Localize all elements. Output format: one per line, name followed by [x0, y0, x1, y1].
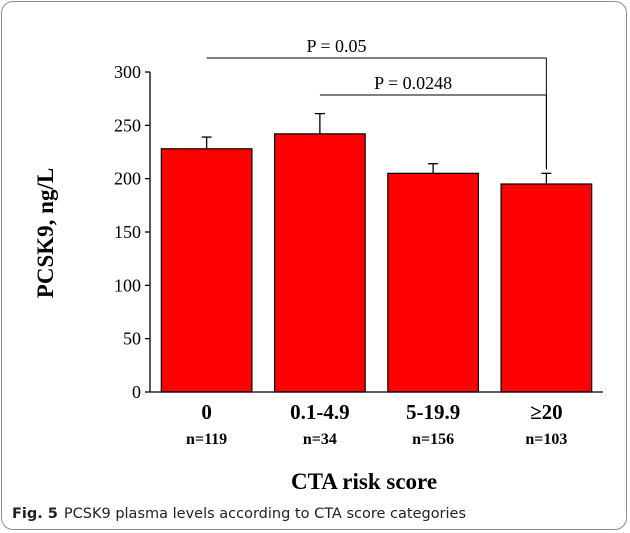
significance-label: P = 0.05 [307, 36, 367, 56]
bar [273, 133, 366, 393]
x-axis-label: CTA risk score [291, 469, 437, 494]
y-axis: 0 50 100 150 200 250 300 [114, 62, 151, 402]
y-axis-label: PCSK9, ng/L [33, 168, 58, 298]
sample-size-label: n=119 [186, 431, 227, 448]
y-tick-label: 100 [114, 275, 141, 295]
bar [387, 172, 480, 393]
y-tick-label: 150 [114, 222, 141, 242]
x-tick-label: 0.1-4.9 [290, 400, 350, 424]
y-tick-label: 50 [123, 329, 141, 349]
figure-caption: Fig. 5 PCSK9 plasma levels according to C… [12, 506, 612, 528]
x-tick-label: 5-19.9 [406, 400, 460, 424]
sample-size-label: n=34 [303, 431, 337, 448]
bar [160, 148, 253, 393]
sample-size-label: n=103 [525, 431, 567, 448]
y-tick-label: 200 [114, 169, 141, 189]
y-tick-label: 300 [114, 62, 141, 82]
caption-text: PCSK9 plasma levels according to CTA sco… [63, 506, 467, 522]
x-tick-label: 0 [201, 400, 212, 424]
significance-label: P = 0.0248 [374, 73, 452, 93]
sample-size-label: n=156 [412, 431, 454, 448]
figure-label: Fig. 5 [12, 506, 58, 522]
bars [160, 112, 593, 393]
significance-annotations: P = 0.05 P = 0.0248 [206, 36, 547, 170]
y-tick-label: 250 [114, 115, 141, 135]
bar [500, 183, 593, 393]
y-tick-label: 0 [132, 382, 141, 402]
x-axis: 0 n=119 0.1-4.9 n=34 5-19.9 n=156 ≥20 n=103 [150, 391, 603, 448]
x-tick-label: ≥20 [530, 400, 563, 424]
